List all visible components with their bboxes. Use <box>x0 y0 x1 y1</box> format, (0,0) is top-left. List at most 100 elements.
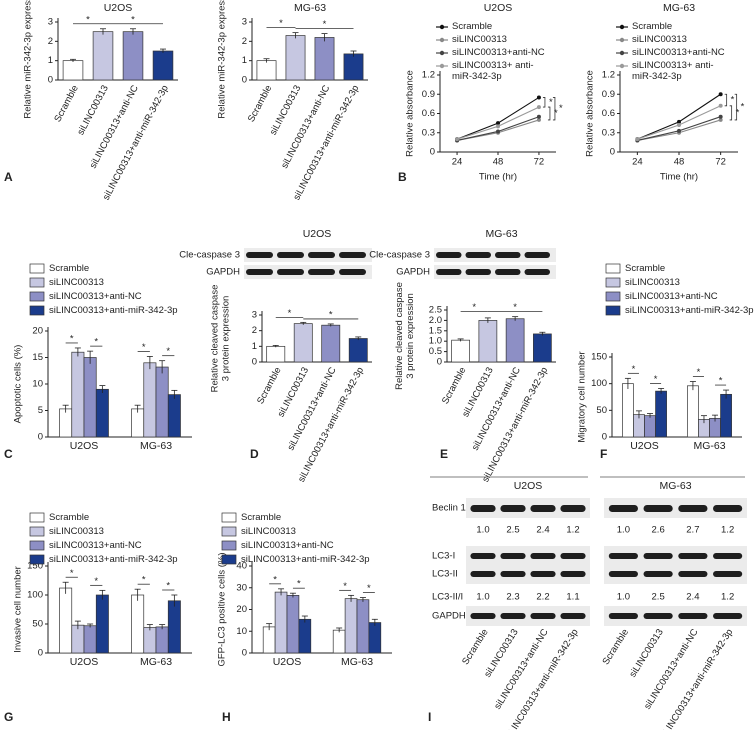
point <box>496 121 500 126</box>
x-tick-label: Scramble <box>52 83 81 124</box>
blot-band <box>277 269 304 275</box>
point <box>496 129 500 134</box>
bar <box>131 594 145 654</box>
y-tick-label: 3 <box>242 17 247 28</box>
significance-label: * <box>70 568 74 579</box>
legend-swatch <box>221 512 237 523</box>
y-axis-title: Relative cleaved caspase 3 protein expre… <box>394 282 416 390</box>
blot-row-label: LC3-II <box>432 569 458 580</box>
significance-bracket <box>542 97 546 108</box>
blot-band <box>470 505 496 512</box>
blot-bg <box>466 498 590 518</box>
blot-band <box>339 252 366 258</box>
x-tick-label: siLINC00313 <box>627 627 665 679</box>
point <box>718 103 723 108</box>
x-tick-label: siLINC00313+anti-NC <box>492 627 551 712</box>
blot-band <box>495 252 521 258</box>
legend-swatch <box>29 512 45 523</box>
point <box>496 124 500 129</box>
blot-band <box>246 252 273 258</box>
legend-label: siLINC00313+anti-NC <box>452 47 545 58</box>
legend-swatch <box>29 291 45 302</box>
bar <box>274 591 288 654</box>
point <box>536 114 541 119</box>
blot-band <box>495 269 521 275</box>
legend-marker <box>439 50 445 56</box>
y-axis-title: Invasive cell number <box>13 566 24 653</box>
x-tick-label: MG-63 <box>693 440 725 452</box>
chart-title: U2OS <box>104 2 133 14</box>
bar <box>368 622 382 654</box>
blot-band <box>308 252 335 258</box>
y-tick-label: 40 <box>236 561 247 572</box>
panel-label: E <box>440 447 448 461</box>
bar <box>314 37 335 81</box>
bar <box>83 357 97 438</box>
y-tick-label: 150 <box>27 561 43 572</box>
blot-bg <box>604 606 747 626</box>
y-tick-label: 1.5 <box>429 325 442 336</box>
chart-title: MG-63 <box>485 228 517 240</box>
lc3-ratio: 2.2 <box>536 592 549 603</box>
legend-label: siLINC00313+anti-NC <box>49 540 142 551</box>
blot-band <box>560 505 586 512</box>
chart-title: U2OS <box>303 228 332 240</box>
x-tick-label: 72 <box>534 157 545 168</box>
significance-label: * <box>632 364 636 375</box>
y-tick-label: 100 <box>591 378 607 389</box>
y-tick-label: 1.0 <box>429 336 442 347</box>
point <box>536 95 541 100</box>
blot-band <box>246 269 273 275</box>
bar <box>262 626 276 654</box>
blot-band <box>678 613 708 619</box>
y-tick-label: 0.6 <box>602 108 615 119</box>
panel-label: A <box>4 170 13 184</box>
y-tick-label: 0 <box>38 648 43 659</box>
beclin-ratio: 1.2 <box>721 525 734 536</box>
beclin-ratio: 1.0 <box>476 525 489 536</box>
legend-label: Scramble <box>625 263 665 274</box>
significance-label: * <box>559 103 563 114</box>
x-tick-label: siLINC00313+anti-NC <box>470 365 523 452</box>
bar <box>155 366 169 438</box>
legend-swatch <box>29 526 45 537</box>
significance-label: * <box>554 108 558 119</box>
significance-label: * <box>343 581 347 592</box>
blot-band <box>436 269 462 275</box>
x-tick-label: 48 <box>493 157 504 168</box>
x-tick-label: 48 <box>674 157 685 168</box>
chart-title: MG-63 <box>663 2 695 14</box>
legend-marker <box>439 37 445 43</box>
y-tick-label: 1 <box>252 341 257 352</box>
blot-band <box>500 613 526 619</box>
legend-label: siLINC00313 <box>452 34 507 45</box>
lc3-ratio: 1.0 <box>617 592 630 603</box>
y-tick-label: 0.5 <box>429 346 442 357</box>
blot-band <box>277 252 304 258</box>
y-tick-label: 50 <box>596 405 607 416</box>
bar <box>298 618 312 654</box>
bar <box>343 53 364 81</box>
y-tick-label: 0.9 <box>602 89 615 100</box>
blot-label: GAPDH <box>396 267 430 278</box>
blot-label: GAPDH <box>206 267 240 278</box>
significance-label: * <box>367 583 371 594</box>
legend-swatch <box>29 263 45 274</box>
x-tick-label: MG-63 <box>140 656 172 668</box>
beclin-ratio: 2.6 <box>652 525 665 536</box>
y-tick-label: 1 <box>242 55 247 66</box>
legend-label: siLINC00313+ anti-miR-342-3p <box>632 60 714 82</box>
lc3-ratio: 2.4 <box>686 592 699 603</box>
significance-label: * <box>94 337 98 348</box>
panel-label: B <box>398 170 407 184</box>
point <box>718 117 723 122</box>
point <box>536 105 541 110</box>
bar <box>155 626 169 654</box>
bar <box>332 629 346 654</box>
blot-row-label: GAPDH <box>432 611 466 622</box>
bar <box>266 345 286 363</box>
lc3-ratio: 1.1 <box>566 592 579 603</box>
significance-label: * <box>513 302 517 313</box>
legend-label: siLINC00313+anti-NC <box>632 47 725 58</box>
